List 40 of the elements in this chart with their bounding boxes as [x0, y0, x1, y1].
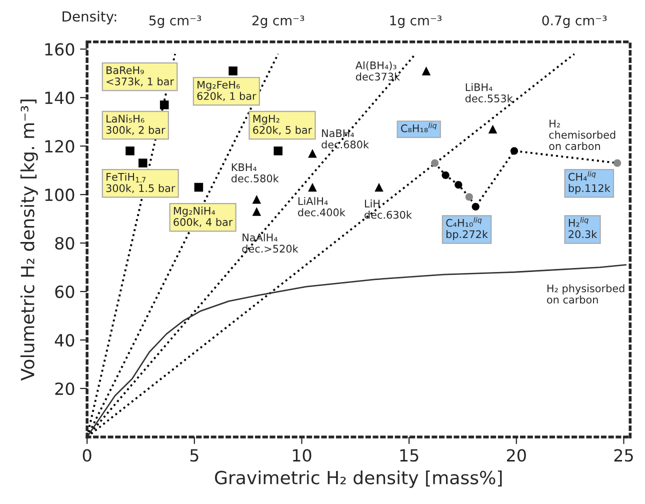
text: 1g cm⁻³ [390, 15, 442, 28]
text: Density: [62, 10, 116, 24]
x-tick-label: 25 [614, 449, 633, 462]
annotation: LaNi₅H₆ 300k, 2 bar [106, 114, 166, 135]
annotation: LiAlH₄ dec.400k [298, 196, 346, 216]
y-tick-label: 20 [55, 382, 74, 396]
annotation: LiH dec.630k [364, 199, 412, 219]
y-tick-label: 80 [55, 237, 74, 250]
annotation: H₂$^{liq}$ 20.3k [568, 217, 598, 238]
annotation: CH₄$^{liq}$ bp.112k [568, 171, 610, 194]
y-axis-title: Volumetric H₂ density [kg. m⁻³] [20, 100, 38, 381]
y-tick-label: 120 [45, 140, 74, 153]
x-tick-label: 5 [190, 449, 198, 462]
x-tick-label: 15 [400, 449, 418, 462]
annotation: H₂ physisorbed on carbon [547, 284, 624, 304]
x-axis-title: Gravimetric H₂ density [mass%] [215, 470, 502, 488]
x-tick-label: 0 [82, 449, 92, 462]
y-tick-label: 60 [55, 285, 74, 298]
y-tick-label: 100 [45, 188, 74, 202]
annotation: NaAlH₄ dec.>520k [242, 233, 298, 253]
annotation: Mg₂NiH₄ 600k, 4 bar [174, 206, 233, 228]
annotation: NaBH₄ dec.680k [322, 129, 369, 148]
annotation: H₂ chemisorbed on carbon [549, 120, 616, 150]
y-tick-label: 160 [45, 43, 74, 56]
x-tick-label: 20 [507, 449, 526, 462]
y-tick-label: 40 [54, 334, 74, 347]
annotation: KBH₄ dec.580k [231, 163, 279, 182]
y-tick-label: 140 [45, 92, 74, 104]
annotation: BaReH₉ <373k, 1 bar [106, 66, 174, 86]
annotation: Al(BH₄)₃ dec373k [355, 61, 400, 81]
text: 0.7g cm⁻³ [542, 15, 607, 28]
x-tick-label: 10 [292, 449, 312, 462]
annotation: LiBH₄ dec.553k [465, 83, 513, 102]
annotation: C₄H₁₀$^{liq}$ bp.272k [446, 217, 488, 240]
text: 5g cm⁻³ [149, 15, 202, 28]
annotation: C₈H₁₈$^{liq}$ [401, 122, 437, 132]
annotation: MgH₂ 620k, 5 bar [253, 114, 312, 135]
annotation: FeTiH$_{1.7}$ 300k, 1.5 bar [106, 172, 176, 194]
annotation: Mg₂FeH₆ 620k, 1 bar [197, 80, 256, 102]
text: 2g cm⁻³ [252, 15, 304, 28]
